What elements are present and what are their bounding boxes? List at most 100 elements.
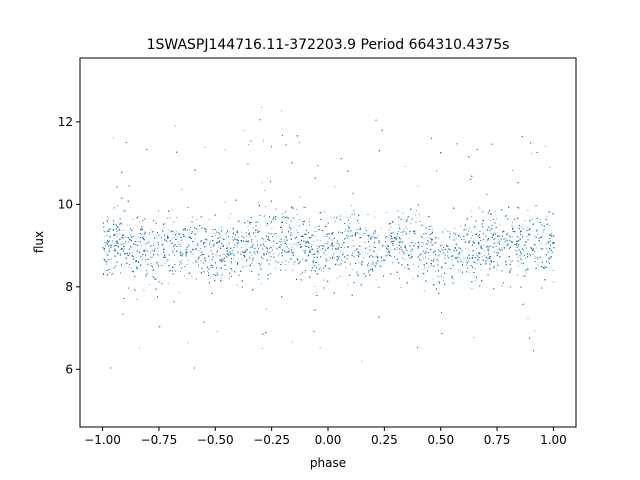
data-point — [545, 243, 547, 244]
data-point — [105, 245, 107, 247]
data-point — [527, 209, 529, 211]
data-point — [463, 257, 465, 259]
data-point — [473, 239, 475, 241]
data-point — [466, 218, 468, 219]
data-point — [537, 233, 539, 235]
data-point — [181, 263, 183, 265]
data-point — [446, 245, 448, 247]
data-point — [431, 225, 433, 227]
data-point — [541, 243, 543, 244]
data-point — [553, 236, 555, 238]
data-point — [322, 245, 324, 247]
data-point — [534, 256, 536, 258]
data-point — [108, 248, 110, 250]
data-point — [354, 250, 356, 252]
data-point — [460, 270, 461, 272]
data-point — [323, 235, 325, 237]
data-point — [476, 263, 478, 265]
data-point — [104, 250, 106, 252]
data-point — [425, 280, 426, 282]
data-point — [187, 272, 189, 274]
data-point — [355, 232, 356, 234]
data-point — [376, 263, 378, 265]
data-point — [350, 216, 351, 218]
data-point — [377, 259, 379, 261]
data-point — [390, 226, 392, 228]
data-point — [460, 259, 462, 261]
data-point — [228, 242, 230, 244]
data-point — [364, 227, 366, 229]
data-point — [476, 253, 477, 255]
data-point — [481, 248, 483, 249]
data-point — [106, 259, 108, 261]
data-point — [417, 185, 419, 187]
data-point — [491, 260, 493, 261]
data-point — [395, 239, 397, 241]
data-point — [433, 285, 434, 287]
data-point — [282, 213, 284, 215]
data-point — [490, 260, 491, 262]
data-point — [512, 170, 513, 171]
data-point — [189, 237, 190, 239]
data-point — [219, 237, 221, 238]
data-point — [197, 261, 199, 263]
data-point — [216, 255, 218, 257]
data-point — [302, 258, 303, 260]
data-point — [163, 226, 165, 228]
data-point — [162, 264, 164, 266]
data-point — [417, 257, 419, 258]
data-point — [471, 234, 473, 236]
data-point — [242, 280, 244, 281]
data-point — [309, 224, 311, 226]
data-point — [264, 189, 266, 191]
data-point — [241, 258, 243, 260]
data-point — [224, 201, 226, 203]
data-point — [245, 248, 247, 250]
data-point — [134, 261, 136, 263]
data-point — [296, 214, 298, 215]
data-point — [299, 260, 301, 262]
data-point — [403, 251, 405, 253]
data-point — [157, 261, 159, 263]
data-point — [174, 125, 176, 127]
data-point — [228, 231, 230, 233]
data-point — [340, 250, 341, 252]
data-point — [522, 275, 524, 277]
data-point — [198, 250, 200, 251]
data-point — [138, 262, 139, 264]
data-point — [345, 267, 347, 269]
data-point — [200, 259, 202, 261]
data-point — [139, 221, 140, 223]
data-point — [186, 278, 188, 280]
data-point — [285, 264, 287, 265]
data-point — [136, 299, 138, 300]
data-point — [172, 234, 174, 236]
data-point — [164, 222, 166, 224]
data-point — [265, 308, 267, 310]
data-point — [194, 238, 196, 240]
data-point — [344, 246, 345, 248]
data-point — [505, 215, 507, 216]
data-point — [296, 229, 298, 231]
data-point — [149, 233, 151, 235]
data-point — [375, 279, 377, 281]
data-point — [536, 256, 538, 258]
data-point — [323, 279, 325, 281]
data-point — [515, 246, 517, 248]
data-point — [518, 249, 520, 251]
data-point — [128, 241, 129, 243]
data-point — [295, 244, 297, 245]
data-point — [505, 245, 507, 247]
data-point — [371, 254, 373, 256]
data-point — [296, 242, 298, 244]
data-point — [103, 230, 105, 232]
data-point — [276, 235, 278, 237]
data-point — [380, 266, 382, 268]
data-point — [531, 219, 533, 220]
data-point — [392, 262, 393, 263]
data-point — [291, 228, 293, 229]
data-point — [532, 248, 534, 249]
data-point — [137, 240, 139, 242]
data-point — [392, 222, 394, 223]
data-point — [337, 259, 339, 261]
